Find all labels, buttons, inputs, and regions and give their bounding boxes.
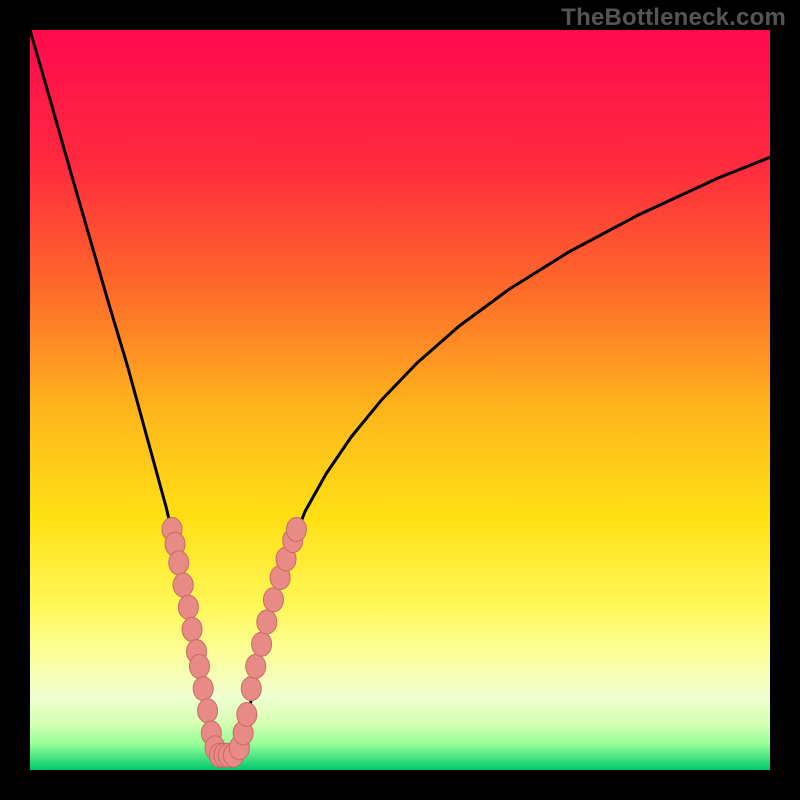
data-marker [246, 654, 266, 678]
data-marker [178, 595, 198, 619]
data-marker [237, 703, 257, 727]
data-marker [263, 588, 283, 612]
data-marker [198, 699, 218, 723]
data-marker [257, 610, 277, 634]
data-marker [193, 677, 213, 701]
data-marker [189, 654, 209, 678]
data-marker [173, 573, 193, 597]
plot-area [30, 30, 770, 770]
data-marker [182, 617, 202, 641]
data-marker [286, 518, 306, 542]
bottleneck-chart [0, 0, 800, 800]
data-marker [241, 677, 261, 701]
chart-container: TheBottleneck.com [0, 0, 800, 800]
data-marker [252, 632, 272, 656]
watermark-text: TheBottleneck.com [561, 4, 786, 32]
data-marker [169, 551, 189, 575]
